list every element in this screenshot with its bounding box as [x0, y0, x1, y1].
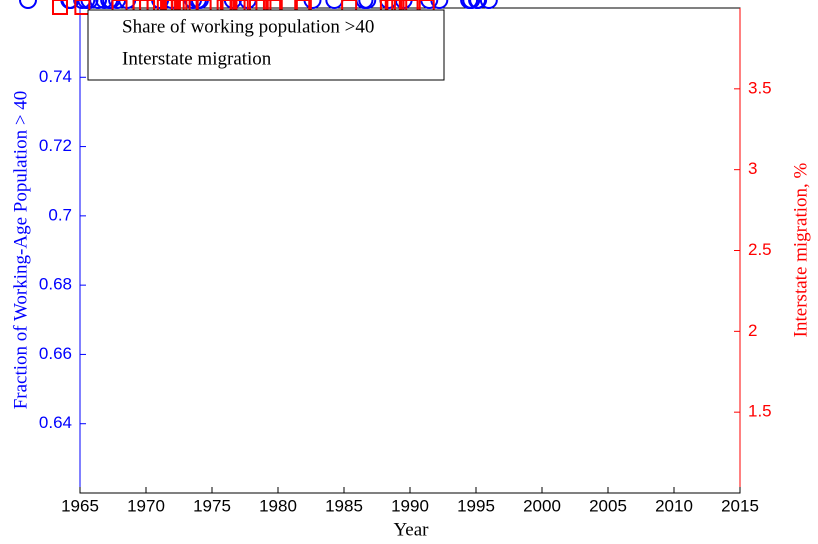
marker [420, 0, 439, 9]
y2-tick-label: 3.5 [748, 78, 772, 97]
x-tick-label: 1965 [61, 496, 99, 515]
x-tick-label: 1980 [259, 496, 297, 515]
marker [468, 0, 487, 9]
x-axis-label: Year [393, 519, 429, 540]
y-tick-label: 0.7 [48, 205, 72, 224]
x-tick-label: 2015 [721, 496, 759, 515]
y2-tick-label: 1.5 [748, 402, 772, 421]
marker [183, 0, 202, 9]
y2-tick-label: 2 [748, 321, 757, 340]
y2-axis-label: Interstate migration, % [790, 163, 811, 338]
plot-frame [79, 7, 741, 494]
y-axis-label: Fraction of Working-Age Population > 40 [10, 91, 31, 410]
marker [325, 0, 344, 9]
x-tick-label: 2010 [655, 496, 693, 515]
y2-tick-label: 3 [748, 159, 757, 178]
marker [460, 0, 479, 9]
marker [355, 0, 374, 9]
marker [100, 0, 119, 9]
marker [74, 0, 91, 15]
marker [430, 0, 449, 9]
y-tick-label: 0.74 [39, 67, 72, 86]
legend-label: Share of working population >40 [122, 16, 374, 37]
marker [61, 0, 80, 9]
y-tick-label: 0.68 [39, 275, 72, 294]
y-tick-label: 0.66 [39, 344, 72, 363]
y-tick-label: 0.72 [39, 136, 72, 155]
x-tick-label: 2000 [523, 496, 561, 515]
x-tick-label: 1990 [391, 496, 429, 515]
x-tick-label: 1975 [193, 496, 231, 515]
y-tick-label: 0.64 [39, 413, 72, 432]
legend-marker [19, 0, 37, 9]
marker [303, 0, 322, 9]
marker [108, 0, 127, 9]
marker [89, 0, 108, 9]
marker [479, 0, 498, 9]
legend-marker [52, 0, 68, 15]
marker [73, 0, 92, 9]
x-tick-label: 1970 [127, 496, 165, 515]
y2-tick-label: 2.5 [748, 240, 772, 259]
x-tick-label: 1995 [457, 496, 495, 515]
x-tick-label: 2005 [589, 496, 627, 515]
x-tick-label: 1985 [325, 496, 363, 515]
legend [87, 9, 445, 81]
marker [95, 0, 114, 9]
legend-label: Interstate migration [122, 48, 272, 69]
marker [190, 0, 209, 9]
